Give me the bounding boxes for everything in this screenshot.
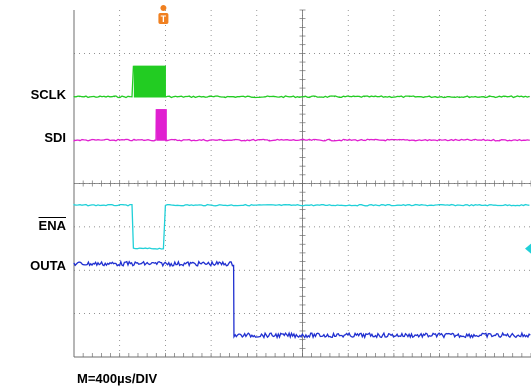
ena-reference-arrow	[525, 243, 531, 254]
graticule	[73, 9, 531, 358]
trigger-marker	[158, 13, 169, 24]
channel-label-sdi: SDI	[44, 130, 66, 145]
trace-sdi	[73, 109, 530, 142]
channel-label-sclk: SCLK	[30, 87, 66, 102]
trigger-dot	[160, 5, 167, 11]
channel-label-ena: ENA	[38, 218, 66, 233]
marks: T	[158, 5, 531, 254]
timebase-label: M=400µs/DIV	[77, 371, 158, 386]
trace-ena	[73, 203, 530, 250]
trace-outa	[73, 259, 531, 340]
trace-sclk	[73, 65, 530, 99]
trigger-label: T	[161, 14, 167, 24]
channel-label-outa: OUTA	[30, 258, 66, 273]
traces	[73, 65, 531, 340]
